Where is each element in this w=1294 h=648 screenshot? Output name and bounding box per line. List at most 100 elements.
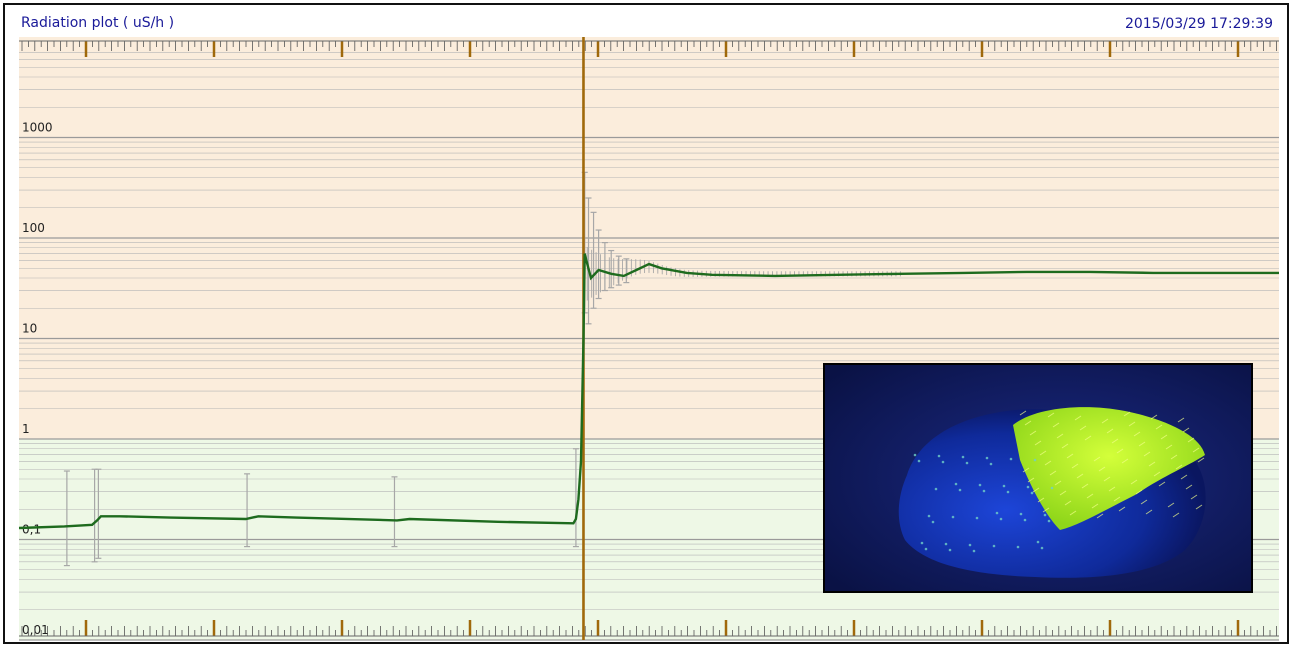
- mineral-speck: [927, 514, 931, 518]
- mineral-speck: [968, 543, 972, 547]
- crystal-facet: [1197, 457, 1205, 463]
- crystal-facet: [1192, 447, 1200, 453]
- mineral-speck: [989, 462, 993, 466]
- crystal-facet: [1056, 433, 1064, 439]
- crystal-facet: [1153, 471, 1161, 477]
- mineral-speck: [958, 488, 962, 492]
- crystal-facet: [1133, 431, 1141, 437]
- crystal-facet: [1108, 486, 1116, 492]
- mineral-speck: [978, 483, 982, 487]
- crystal-facet: [1130, 479, 1138, 485]
- crystal-facet: [1064, 500, 1072, 506]
- crystal-facet: [1019, 410, 1027, 416]
- mineral-speck: [965, 461, 969, 465]
- mineral-speck: [1016, 545, 1020, 549]
- radiation-plot-window: 1000 100 10 1 0,1 0,01 Radiation plot ( uS/h …: [3, 3, 1289, 644]
- crystal-facet: [1101, 418, 1109, 424]
- crystal-facet: [1042, 507, 1050, 513]
- crystal-facet: [1084, 435, 1092, 441]
- crystal-facet: [1034, 440, 1042, 446]
- mineral-speck: [944, 542, 948, 546]
- crystal-facet: [1140, 499, 1148, 505]
- crystal-facet: [1096, 513, 1104, 519]
- y-tick-label: 0,1: [22, 523, 41, 537]
- crystal-facet: [1024, 420, 1032, 426]
- mineral-speck: [954, 482, 958, 486]
- mineral-speck: [951, 515, 955, 519]
- fluorescent-crystal-shape: [1013, 407, 1205, 530]
- mineral-speck: [1043, 513, 1047, 517]
- y-tick-label: 10: [22, 322, 37, 336]
- y-tick-label: 1: [22, 422, 30, 436]
- crystal-facet: [1148, 461, 1156, 467]
- y-tick-label: 0,01: [22, 623, 49, 637]
- crystal-facet: [1182, 427, 1190, 433]
- crystal-facet: [1037, 497, 1045, 503]
- mineral-speck: [1050, 486, 1054, 490]
- mineral-speck: [1047, 519, 1051, 523]
- mineral-speck: [941, 460, 945, 464]
- mineral-speck: [999, 517, 1003, 521]
- mineral-speck: [937, 454, 941, 458]
- crystal-facet: [1143, 451, 1151, 457]
- mineral-speck: [1009, 457, 1013, 461]
- crystal-facet: [1049, 470, 1057, 476]
- crystal-facet: [1103, 476, 1111, 482]
- crystal-facet: [1160, 434, 1168, 440]
- crystal-facet: [1123, 411, 1131, 417]
- crystal-facet: [1044, 460, 1052, 466]
- mineral-speck: [961, 455, 965, 459]
- crystal-facet: [1066, 453, 1074, 459]
- mineral-speck: [1002, 484, 1006, 488]
- crystal-facet: [1177, 417, 1185, 423]
- crystal-facet: [1069, 510, 1077, 516]
- mineral-speck: [1040, 546, 1044, 550]
- mineral-speck: [1033, 458, 1037, 462]
- crystal-facet: [1047, 412, 1055, 418]
- crystal-facet: [1190, 494, 1198, 500]
- mineral-speck: [948, 548, 952, 552]
- crystal-facet: [1022, 467, 1030, 473]
- crystal-facet: [1150, 414, 1158, 420]
- mineral-speck: [1023, 518, 1027, 522]
- mineral-speck: [1006, 490, 1010, 494]
- crystal-facet: [1195, 504, 1203, 510]
- mineral-speck: [1026, 485, 1030, 489]
- mineral-speck: [992, 544, 996, 548]
- mineral-speck: [1030, 491, 1034, 495]
- crystal-facet: [1054, 480, 1062, 486]
- crystal-facet: [1029, 430, 1037, 436]
- crystal-facet: [1032, 487, 1040, 493]
- crystal-facet: [1118, 506, 1126, 512]
- mineral-speck: [985, 456, 989, 460]
- crystal-facet: [1145, 509, 1153, 515]
- crystal-facet: [1113, 496, 1121, 502]
- crystal-facet: [1027, 477, 1035, 483]
- crystal-facet: [1165, 444, 1173, 450]
- mineral-speck: [995, 511, 999, 515]
- crystal-facet: [1093, 456, 1101, 462]
- mineral-speck: [931, 520, 935, 524]
- crystal-facet: [1138, 441, 1146, 447]
- crystal-facet: [1128, 421, 1136, 427]
- crystal-facet: [1167, 502, 1175, 508]
- mineral-speck: [913, 453, 917, 457]
- crystal-facet: [1187, 437, 1195, 443]
- radiation-plot-chart: 1000 100 10 1 0,1 0,01: [18, 37, 1279, 641]
- crystal-facet: [1172, 512, 1180, 518]
- crystal-facet: [1121, 458, 1129, 464]
- crystal-facet: [1076, 473, 1084, 479]
- mineral-speck: [934, 487, 938, 491]
- crystal-facet: [1116, 448, 1124, 454]
- crystal-facet: [1175, 464, 1183, 470]
- mineral-speck: [982, 489, 986, 493]
- crystal-facet: [1158, 481, 1166, 487]
- inset-mineral-photo: [823, 363, 1253, 593]
- crystal-facet: [1091, 503, 1099, 509]
- crystal-facet: [1170, 454, 1178, 460]
- plot-title: Radiation plot ( uS/h ): [21, 15, 175, 31]
- y-tick-label: 1000: [22, 121, 53, 135]
- crystal-facet: [1180, 474, 1188, 480]
- crystal-facet: [1111, 438, 1119, 444]
- crystal-facet: [1052, 422, 1060, 428]
